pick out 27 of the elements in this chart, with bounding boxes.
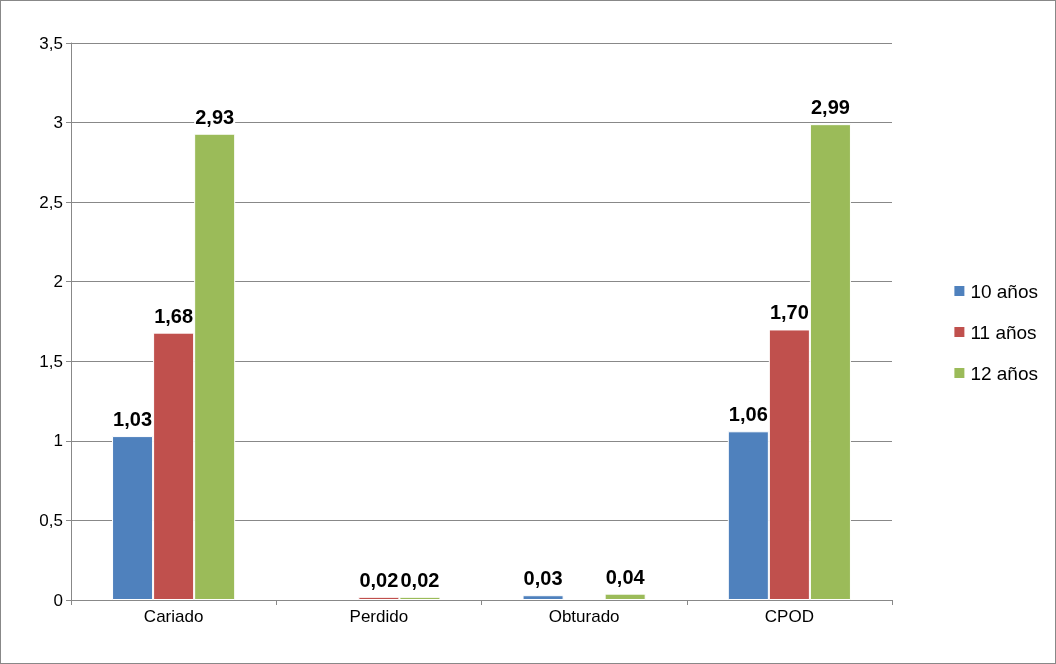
y-tick-label: 2 [53,272,63,292]
x-tick-label: Cariado [143,607,204,626]
y-tick-label: 3 [53,113,63,133]
bar [522,595,564,600]
data-label: 0,02 [400,568,440,591]
y-tick-label: 1,5 [39,351,63,371]
y-tick-label: 3,5 [39,33,63,53]
data-label: 2,93 [195,105,235,128]
y-tick-label: 0,5 [39,510,63,530]
data-label: 0,04 [605,565,646,588]
x-tick-label: Obturado [548,607,620,626]
x-tick-label: Perdido [349,607,409,626]
data-label: 1,06 [728,403,768,426]
data-label: 2,99 [810,96,850,119]
y-tick-label: 2,5 [39,192,63,212]
legend-label: 12 años [970,362,1039,384]
data-label: 0,02 [359,568,399,591]
data-label: 0,03 [523,567,563,590]
legend-label: 10 años [970,280,1039,302]
data-label: 1,03 [113,408,153,431]
y-tick-label: 0 [53,590,63,610]
data-label: 1,68 [154,304,194,327]
data-label: 1,70 [769,301,809,324]
y-tick-label: 1 [53,431,63,451]
bar [604,593,646,600]
x-tick-label: CPOD [764,607,814,626]
legend-label: 11 años [970,321,1037,343]
